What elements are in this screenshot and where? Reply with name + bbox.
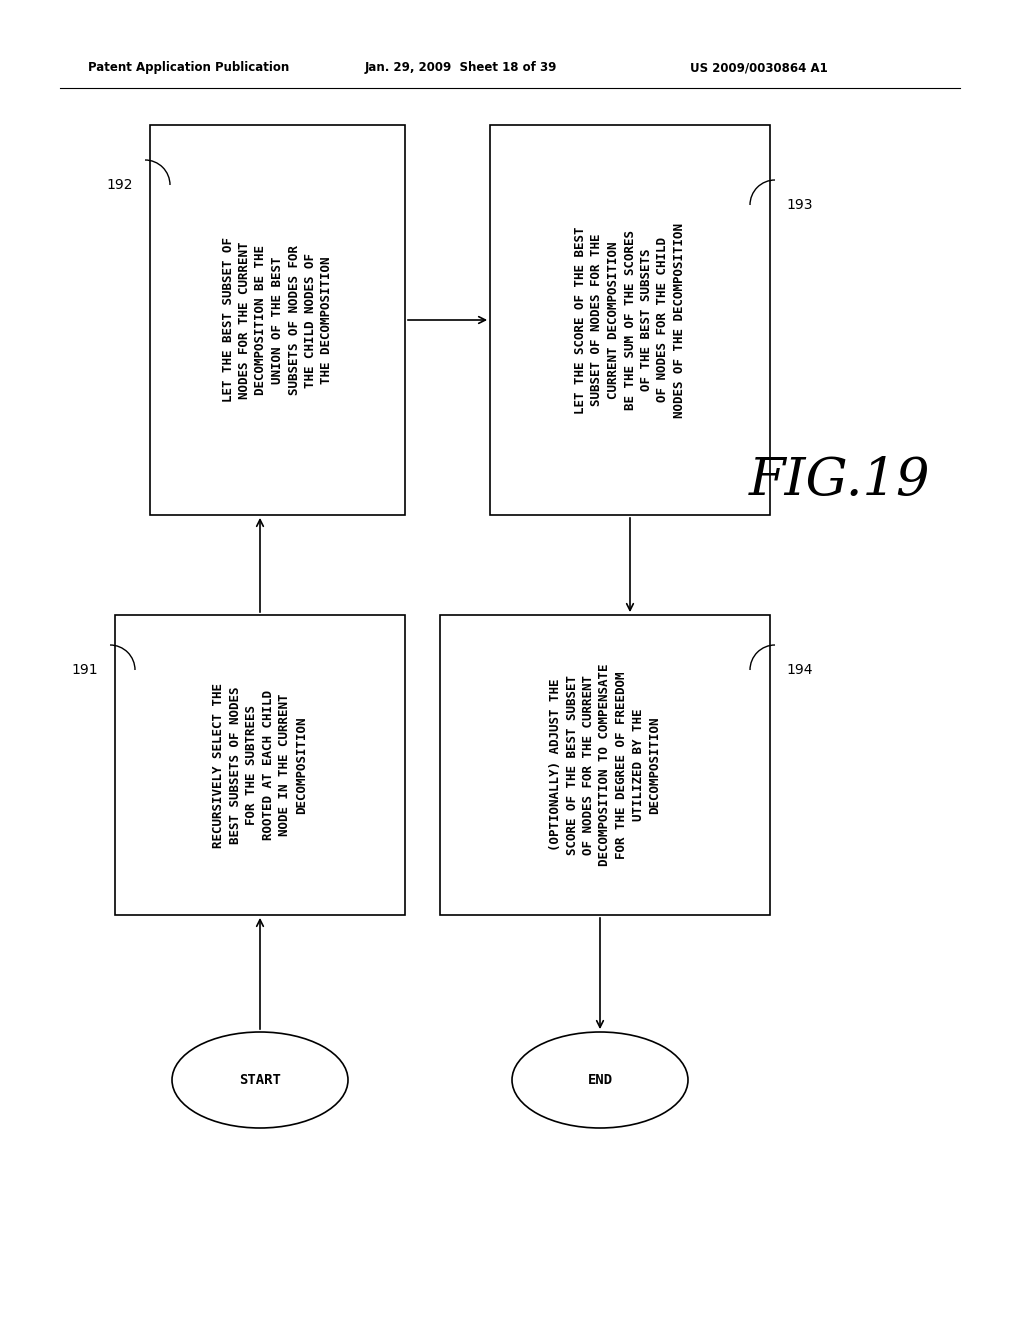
Bar xyxy=(490,125,770,515)
Text: RECURSIVELY SELECT THE
BEST SUBSETS OF NODES
FOR THE SUBTREES
ROOTED AT EACH CHI: RECURSIVELY SELECT THE BEST SUBSETS OF N… xyxy=(212,682,308,847)
Ellipse shape xyxy=(512,1032,688,1129)
Text: Jan. 29, 2009  Sheet 18 of 39: Jan. 29, 2009 Sheet 18 of 39 xyxy=(365,62,557,74)
Text: FIG.19: FIG.19 xyxy=(750,454,931,506)
Text: 193: 193 xyxy=(786,198,813,213)
Text: 191: 191 xyxy=(72,663,98,677)
Text: 194: 194 xyxy=(786,663,813,677)
Text: LET THE SCORE OF THE BEST
SUBSET OF NODES FOR THE
CURRENT DECOMPOSITION
BE THE S: LET THE SCORE OF THE BEST SUBSET OF NODE… xyxy=(574,223,686,417)
Bar xyxy=(115,615,406,915)
Text: START: START xyxy=(239,1073,281,1086)
Text: LET THE BEST SUBSET OF
NODES FOR THE CURRENT
DECOMPOSITION BE THE
UNION OF THE B: LET THE BEST SUBSET OF NODES FOR THE CUR… xyxy=(221,238,334,403)
Text: Patent Application Publication: Patent Application Publication xyxy=(88,62,289,74)
Text: (OPTIONALLY) ADJUST THE
SCORE OF THE BEST SUBSET
OF NODES FOR THE CURRENT
DECOMP: (OPTIONALLY) ADJUST THE SCORE OF THE BES… xyxy=(549,664,662,866)
Text: END: END xyxy=(588,1073,612,1086)
Bar xyxy=(440,615,770,915)
Text: 192: 192 xyxy=(106,178,133,191)
Bar xyxy=(150,125,406,515)
Ellipse shape xyxy=(172,1032,348,1129)
Text: US 2009/0030864 A1: US 2009/0030864 A1 xyxy=(690,62,827,74)
